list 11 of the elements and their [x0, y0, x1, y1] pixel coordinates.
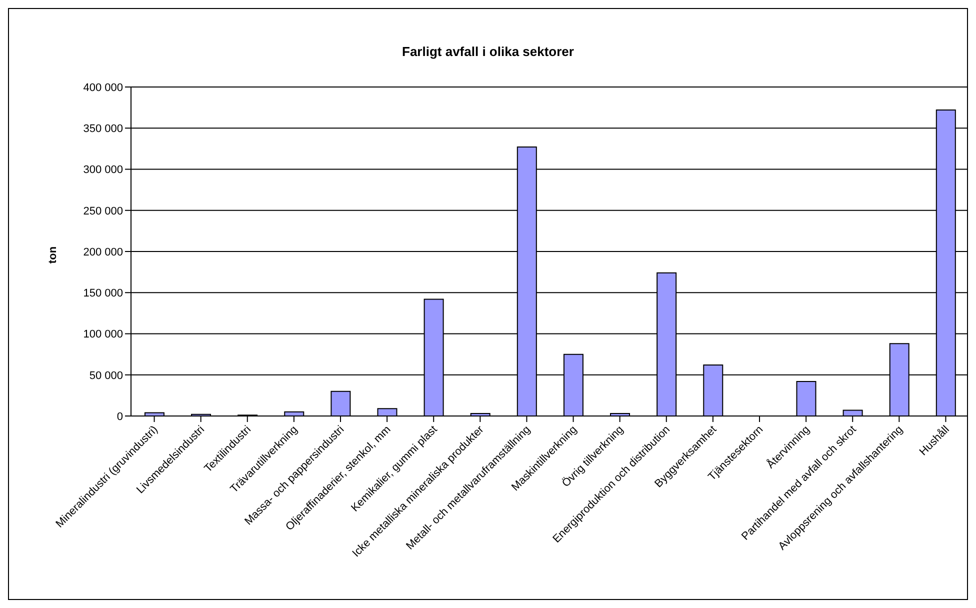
chart-title: Farligt avfall i olika sektorer [401, 44, 575, 59]
y-tick-label: 350 000 [83, 123, 123, 136]
y-axis-title: ton [47, 245, 59, 266]
y-tick-label: 400 000 [83, 82, 123, 94]
y-tick-label: 150 000 [83, 288, 123, 300]
y-tick-label: 250 000 [83, 205, 123, 218]
y-tick-label: 50 000 [89, 370, 123, 382]
y-tick-label: 300 000 [83, 164, 123, 176]
y-tick-label: 0 [116, 410, 123, 423]
y-tick-label: 100 000 [83, 328, 123, 341]
y-tick-label: 200 000 [83, 246, 123, 258]
